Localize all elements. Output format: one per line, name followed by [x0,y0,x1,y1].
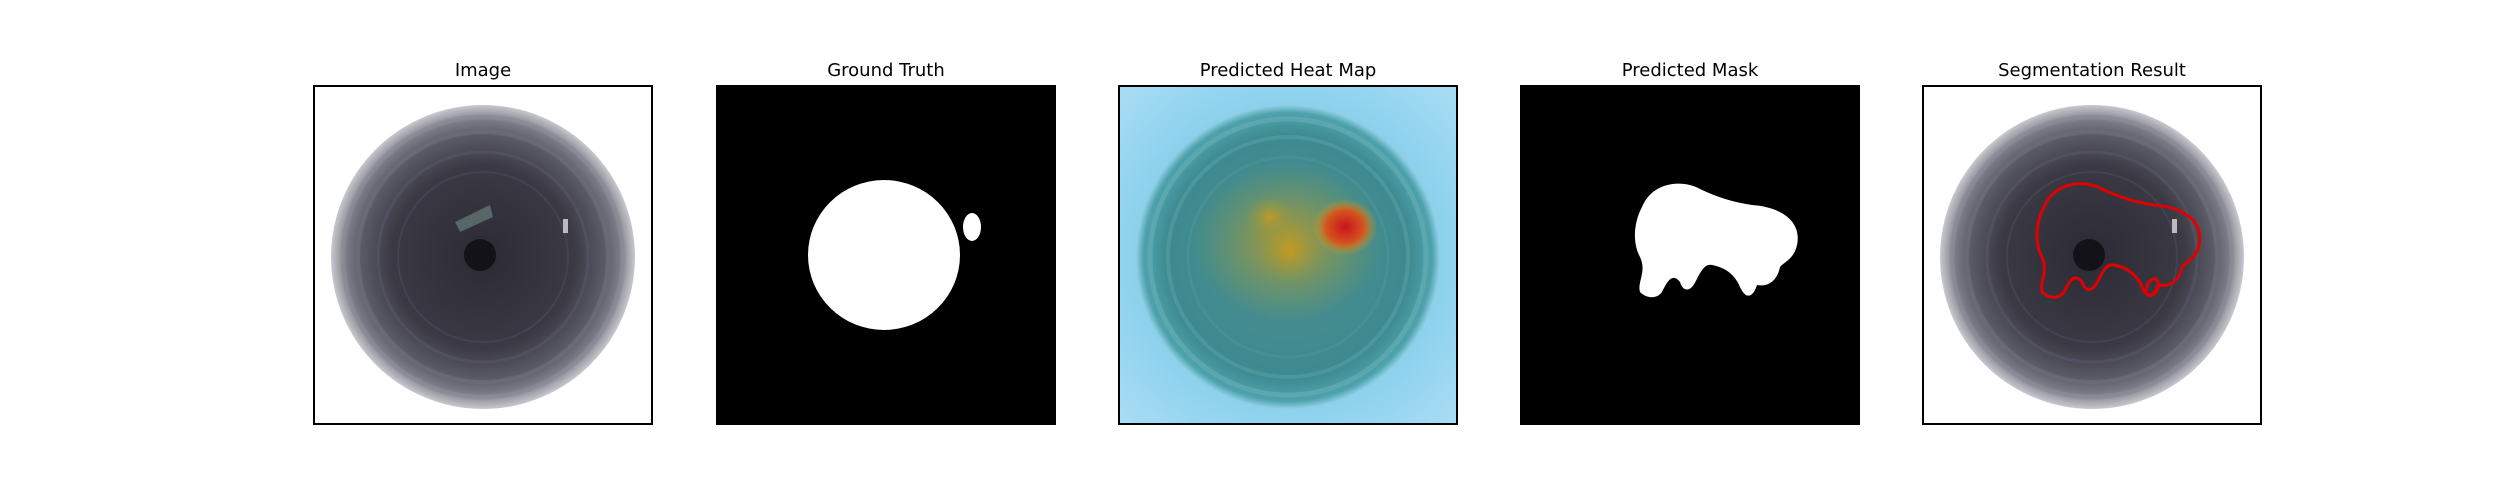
panel-ground-truth: Ground Truth [716,0,1056,500]
panel-title: Image [454,60,512,81]
predicted-mask [1520,85,1860,425]
segmentation-contour [2035,182,2202,299]
panel-heat-map: Predicted Heat Map [1118,0,1458,500]
panel-predicted-mask: Predicted Mask [1520,0,1860,500]
ground-truth-mask [716,85,1056,425]
panel-segmentation-result: Segmentation Result [1922,0,2262,500]
panel-title: Predicted Mask [1621,60,1759,81]
panel-title: Predicted Heat Map [1199,60,1377,81]
segmentation-overlay [1922,85,2262,425]
panel-title: Segmentation Result [1998,60,2186,81]
panel-image: Image [313,0,653,500]
panel-title: Ground Truth [827,60,945,81]
heat-map [1118,85,1458,425]
bottle-photo [313,85,653,425]
